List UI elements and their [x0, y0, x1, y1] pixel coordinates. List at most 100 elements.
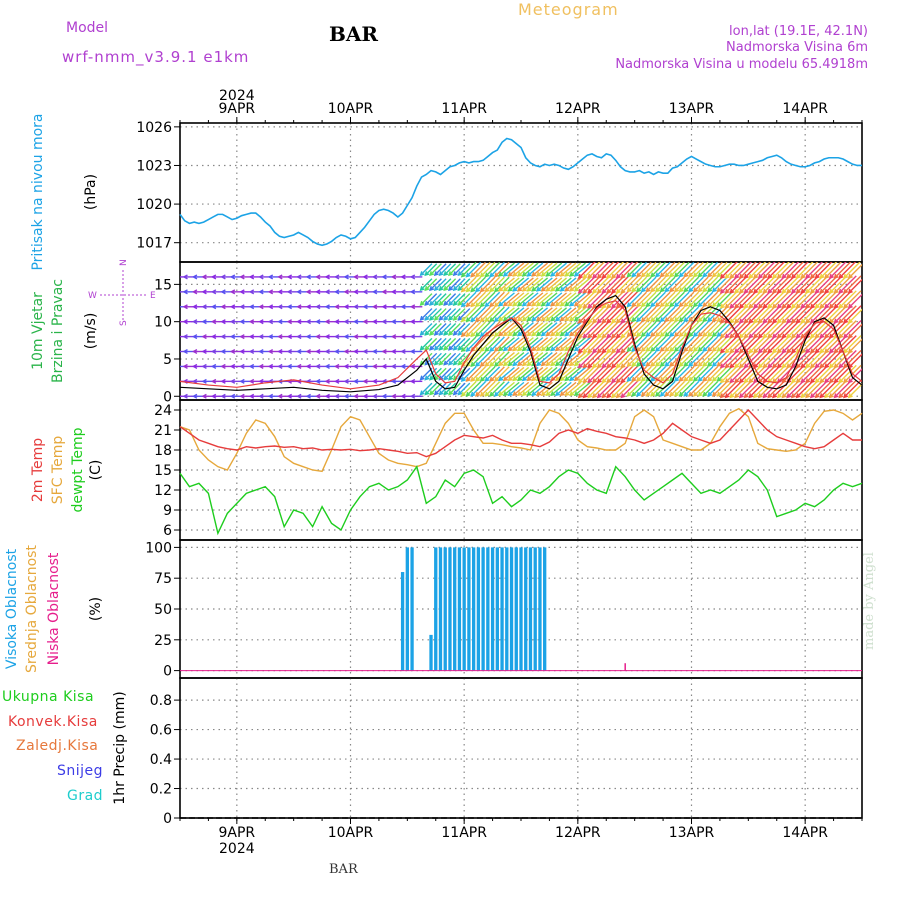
wind-arrow — [767, 335, 786, 354]
wind-arrow-head — [824, 273, 830, 279]
wind-arrow-head — [201, 304, 207, 310]
wind-arrow-head — [734, 318, 740, 324]
wind-arrow — [583, 335, 602, 354]
wind-arrow — [683, 276, 700, 292]
wind-arrow-head — [465, 302, 471, 308]
wind-arrow-head — [678, 391, 684, 397]
wind-arrow — [458, 352, 471, 366]
pressure-ylabel: Pritisak na nivou mora — [30, 113, 46, 270]
wind-arrow-head — [460, 317, 466, 323]
wind-arrow — [748, 290, 767, 309]
wind-arrow — [744, 364, 763, 383]
wind-arrow — [587, 364, 606, 383]
wind-arrow — [734, 364, 753, 383]
wind-arrow-head — [650, 376, 656, 382]
wind-arrow-head — [620, 348, 626, 354]
wind-arrow — [587, 379, 606, 398]
wind-arrow-head — [484, 391, 490, 397]
wind-arrow — [448, 263, 461, 276]
wind-arrow-head — [615, 348, 621, 354]
wind-arrow — [531, 337, 549, 352]
wind-arrow — [555, 307, 572, 322]
wind-arrow — [616, 379, 635, 398]
wind-arrow-head — [400, 289, 406, 295]
wind-arrow — [815, 349, 834, 368]
wind-arrow-head — [729, 303, 735, 309]
wind-arrow-head — [438, 390, 444, 396]
wind-arrow — [434, 308, 447, 321]
wind-arrow — [753, 379, 772, 398]
wind-arrow — [546, 277, 563, 292]
wind-arrow — [834, 305, 853, 324]
wind-arrow — [503, 292, 520, 307]
wind-arrow-head — [688, 347, 694, 353]
wind-arrow-head — [433, 345, 439, 351]
model-elevation-label: Nadmorska Visina u modelu 65.4918m — [615, 57, 868, 72]
wind-arrow-head — [424, 375, 430, 381]
wind-arrow-head — [688, 332, 694, 338]
wind-arrow-head — [296, 378, 302, 384]
wind-arrow-head — [838, 363, 844, 369]
wind-arrow — [712, 336, 728, 352]
wind-arrow-head — [175, 305, 179, 309]
wind-arrow — [434, 322, 447, 336]
wind-arrow-head — [460, 376, 466, 382]
wind-arrow — [498, 381, 515, 396]
wind-arrow — [767, 320, 786, 339]
wind-arrow-head — [334, 348, 340, 355]
wind-arrow — [475, 321, 491, 337]
temp-ylabel-0: 2m Temp — [30, 438, 46, 502]
wind-arrow-head — [526, 331, 532, 337]
wind-arrow — [829, 379, 848, 398]
wind-arrow-head — [390, 393, 397, 399]
wind-arrow-head — [535, 286, 542, 292]
wind-arrow-head — [362, 378, 368, 384]
wind-arrow — [517, 366, 534, 381]
wind-arrow-head — [484, 287, 490, 293]
wind-arrow — [448, 352, 461, 366]
wind-arrow — [443, 293, 457, 306]
wind-arrow-head — [711, 272, 717, 278]
wind-arrow — [734, 290, 753, 309]
wind-arrow-head — [191, 348, 198, 355]
wind-arrow — [744, 290, 763, 309]
wind-arrow — [702, 306, 719, 322]
wind-arrow — [744, 320, 763, 339]
wind-arrow — [494, 381, 510, 397]
wind-arrow — [838, 379, 857, 398]
wind-arrow-head — [707, 391, 713, 397]
xtick-label-10APR: 10APR — [328, 825, 374, 841]
wind-arrow — [834, 275, 853, 294]
wind-arrow-head — [559, 376, 565, 382]
wind-arrow-head — [220, 289, 226, 295]
wind-arrow-head — [800, 288, 806, 294]
wind-arrow-head — [673, 391, 679, 397]
wind-arrow — [485, 262, 501, 278]
wind-arrow-head — [248, 274, 255, 280]
wind-arrow-head — [753, 333, 759, 339]
wind-arrow — [560, 337, 577, 352]
wind-arrow — [443, 367, 457, 381]
temp-ylabel-text: 2m Temp — [30, 438, 46, 502]
wind-arrow-head — [795, 378, 801, 384]
wind-arrow-head — [591, 348, 598, 354]
wind-arrow-head — [550, 391, 556, 397]
wind-arrow-head — [573, 316, 579, 322]
wind-arrow-head — [550, 331, 556, 337]
cloud-bar — [486, 547, 490, 671]
wind-arrow — [470, 276, 486, 292]
wind-arrow — [824, 364, 843, 383]
wind-arrow-head — [767, 273, 773, 279]
wind-arrow — [763, 364, 781, 383]
wind-arrow-head — [762, 288, 768, 294]
wind-arrow-head — [678, 362, 684, 368]
wind-arrow-head — [664, 362, 670, 368]
wind-arrow-head — [843, 273, 849, 279]
wind-arrow — [536, 381, 553, 396]
wind-arrow — [434, 352, 447, 366]
wind-arrow — [838, 290, 857, 309]
wind-arrow — [679, 262, 695, 278]
wind-arrow-head — [191, 363, 198, 369]
wind-arrow-head — [683, 362, 689, 368]
wind-arrow-head — [847, 378, 853, 384]
